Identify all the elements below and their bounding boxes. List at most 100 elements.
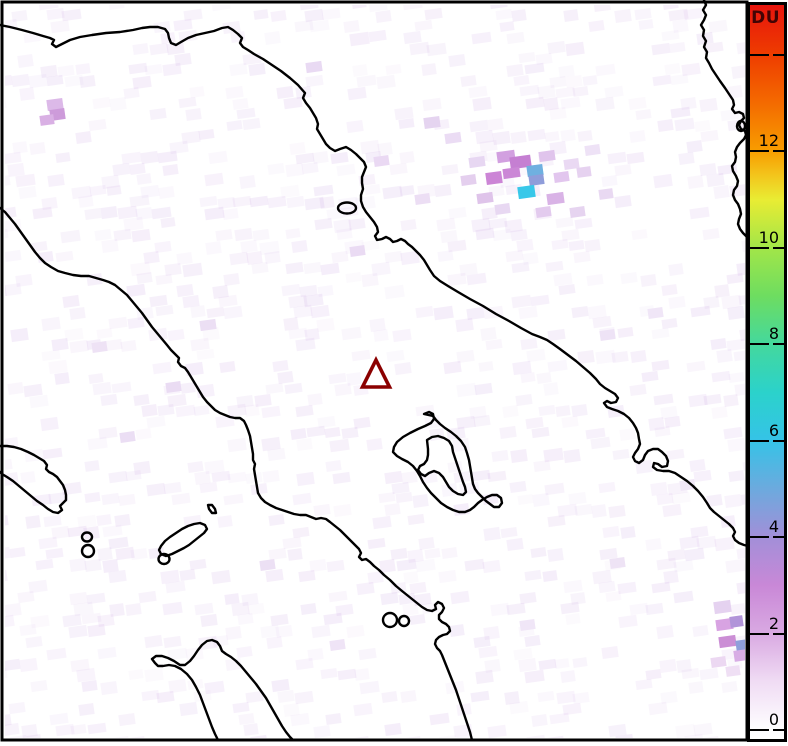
background-noise-tile xyxy=(613,194,632,208)
background-noise-tile xyxy=(123,86,140,99)
background-noise-tile xyxy=(143,250,160,264)
background-noise-tile xyxy=(586,273,605,286)
background-noise-tile xyxy=(433,118,450,131)
background-noise-tile xyxy=(31,493,52,506)
background-noise-tile xyxy=(242,52,262,66)
background-noise-tile xyxy=(167,647,188,661)
background-noise-tile xyxy=(303,262,322,275)
background-noise-tile xyxy=(190,337,210,352)
background-noise-tile xyxy=(108,316,128,329)
background-noise-tile xyxy=(524,62,545,75)
so2-data-pixel xyxy=(517,184,536,200)
background-noise-tile xyxy=(96,328,113,340)
background-noise-tile xyxy=(670,74,689,86)
background-noise-tile xyxy=(617,581,637,595)
background-noise-tile xyxy=(210,570,231,585)
background-noise-tile xyxy=(614,9,633,23)
background-noise-tile xyxy=(264,31,281,45)
background-noise-tile xyxy=(129,163,146,175)
colorbar-tick-line xyxy=(773,536,784,538)
so2-data-pixel xyxy=(599,329,616,341)
background-noise-tile xyxy=(487,724,508,738)
background-noise-tile xyxy=(155,273,174,286)
background-noise-tile xyxy=(401,470,419,484)
background-noise-tile xyxy=(5,514,9,527)
background-noise-tile xyxy=(429,427,445,441)
background-noise-tile xyxy=(161,601,182,616)
colorbar-tick-line xyxy=(750,632,769,635)
background-noise-tile xyxy=(344,240,365,255)
background-noise-tile xyxy=(247,602,265,615)
background-noise-tile xyxy=(629,129,646,143)
background-noise-tile xyxy=(563,580,583,594)
background-noise-tile xyxy=(459,481,480,496)
background-noise-tile xyxy=(157,150,178,164)
background-noise-tile xyxy=(312,724,331,738)
background-noise-tile xyxy=(569,591,586,605)
background-noise-tile xyxy=(505,603,526,616)
so2-data-pixel xyxy=(725,665,741,677)
background-noise-tile xyxy=(446,427,466,441)
background-noise-tile xyxy=(560,669,577,683)
background-noise-tile xyxy=(53,371,70,385)
background-noise-tile xyxy=(182,294,201,308)
background-noise-tile xyxy=(335,603,354,616)
background-noise-tile xyxy=(647,416,665,431)
background-noise-tile xyxy=(488,185,505,198)
background-noise-tile xyxy=(572,691,590,704)
background-noise-tile xyxy=(108,5,125,11)
background-noise-tile xyxy=(230,30,247,43)
background-noise-tile xyxy=(250,735,268,738)
background-noise-tile xyxy=(400,690,418,704)
background-noise-tile xyxy=(714,536,735,552)
background-noise-tile xyxy=(346,86,367,100)
background-noise-tile xyxy=(9,547,26,559)
background-noise-tile xyxy=(728,470,745,482)
background-noise-tile xyxy=(547,360,568,373)
background-noise-tile xyxy=(144,635,163,649)
background-noise-tile xyxy=(5,229,9,241)
background-noise-tile xyxy=(500,526,519,539)
background-noise-tile xyxy=(7,382,25,395)
background-noise-tile xyxy=(599,547,618,561)
colorbar-title: DU xyxy=(751,8,780,28)
background-noise-tile xyxy=(424,8,443,21)
background-noise-tile xyxy=(448,206,467,219)
background-noise-tile xyxy=(114,514,131,528)
background-noise-tile xyxy=(487,470,507,483)
background-noise-tile xyxy=(108,470,128,483)
background-noise-tile xyxy=(557,64,575,78)
background-noise-tile xyxy=(536,371,552,384)
colorbar: 0 2 4 6 8 10 12 DU xyxy=(747,2,787,742)
background-noise-tile xyxy=(483,625,500,640)
background-noise-tile xyxy=(87,118,107,131)
background-noise-tile xyxy=(601,646,620,659)
background-noise-tile xyxy=(741,239,745,253)
background-noise-tile xyxy=(128,63,148,75)
so2-data-pixel xyxy=(468,155,486,169)
background-noise-tile xyxy=(194,602,214,615)
background-noise-tile xyxy=(296,471,316,486)
background-noise-tile xyxy=(651,581,671,593)
so2-data-pixel xyxy=(259,559,276,571)
background-noise-tile xyxy=(434,184,452,198)
background-noise-tile xyxy=(222,273,240,286)
background-noise-tile xyxy=(295,86,312,99)
background-noise-tile xyxy=(38,537,58,550)
background-noise-tile xyxy=(568,240,585,252)
background-noise-tile xyxy=(356,75,377,88)
background-noise-tile xyxy=(197,635,218,650)
background-noise-tile xyxy=(78,195,94,209)
background-noise-tile xyxy=(130,228,151,242)
background-noise-tile xyxy=(316,317,336,332)
background-noise-tile xyxy=(144,63,164,75)
background-noise-tile xyxy=(663,569,680,584)
background-noise-tile xyxy=(68,625,89,639)
background-noise-tile xyxy=(731,64,745,79)
background-noise-tile xyxy=(413,592,432,606)
background-noise-tile xyxy=(151,207,172,220)
background-noise-tile xyxy=(141,404,158,418)
background-noise-tile xyxy=(666,481,687,495)
background-noise-tile xyxy=(5,658,21,672)
background-noise-tile xyxy=(227,471,247,484)
